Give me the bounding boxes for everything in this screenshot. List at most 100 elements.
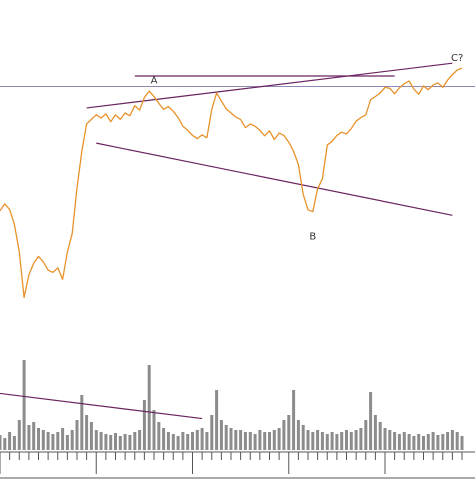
volume-bar [114,433,117,450]
volume-bar [378,422,382,450]
volume-bar [450,430,454,450]
volume-bar [27,425,31,450]
price-line-layer [0,67,463,299]
volume-bar [152,410,156,450]
volume-bar [253,434,257,450]
volume-bar [431,432,435,450]
volume-bar [460,436,464,450]
volume-bar [104,434,108,450]
volume-bar [282,420,286,450]
volume-bar [330,432,334,450]
volume-bar [32,422,36,450]
volume-bar [229,428,233,450]
volume-bar [436,435,440,450]
volume-bar [248,432,252,450]
volume-bar [446,432,450,450]
volume-bar [263,432,267,450]
volume-bar [162,428,166,450]
volume-bar [200,428,204,450]
volume-bar [94,430,98,450]
volume-bar [277,428,281,450]
volume-bar [215,390,219,450]
price-line [0,67,463,299]
volume-bar [41,430,45,450]
volume-bar [56,432,60,450]
volume-bar [325,434,329,450]
volume-bar [455,432,459,450]
volume-bar [157,422,161,450]
volume-bar [397,434,401,450]
volume-bar [176,436,180,450]
volume-bar [85,415,89,450]
volume-bar [128,435,132,450]
volume-bar [219,420,223,450]
volume-bar [12,436,16,450]
volume-bar [191,432,194,450]
volume-bar [345,430,348,450]
volume-bar [99,432,103,450]
reference-lines [0,62,475,420]
volume-bar [46,432,50,450]
volume-bar [37,428,40,450]
volume-bar [89,422,93,450]
volume-bar [166,432,170,450]
volume-bar [147,365,151,450]
volume-bar [65,435,69,450]
volume-bar [426,434,430,450]
volume-bar [80,395,84,450]
volume-bar [70,430,74,450]
volume-bar [224,425,228,450]
volume-bar [3,438,7,450]
volume-bar [243,432,247,450]
volume-bar [373,415,377,450]
volume-bar [138,430,142,450]
volume-bar [292,390,296,450]
volume-bar [123,434,127,450]
volume-bar [402,432,406,450]
volume-bar [349,432,353,450]
annotation-label: A [151,76,158,87]
annotations: A B C? [151,53,464,243]
annotation-label: C? [451,53,463,64]
volume-bar [364,420,368,450]
volume-bar [109,435,113,450]
volume-bar [186,434,190,450]
volume-bar [133,432,137,450]
volume-bar [296,420,300,450]
volume-bar [388,430,392,450]
volume-bar [22,360,26,450]
volume-bar [181,432,185,450]
volume-bar [316,430,320,450]
volume-bar [335,434,339,450]
volume-bar [61,428,65,450]
volume-bar [311,432,315,450]
annotation-label: B [309,231,316,242]
volume-bar [118,436,122,450]
volume-bar [340,432,344,450]
volume-bar [287,415,291,450]
volume-bar [239,430,243,450]
trendline [96,142,453,216]
volume-bar [407,434,411,450]
volume-bar [268,432,271,450]
volume-bar [369,392,373,450]
volume-bar [422,436,425,450]
volume-bar [17,420,21,450]
volume-bar [441,434,445,450]
volume-bar [320,432,324,450]
volume-bar [258,430,262,450]
volume-bar [354,430,358,450]
volume-bar [142,400,146,450]
volume-bar [234,430,238,450]
volume-bar [272,430,276,450]
volume-bar [359,428,363,450]
volume-bar [383,428,387,450]
trendline [0,392,203,420]
volume-bar [75,420,79,450]
volume-bars [0,360,464,450]
volume-bar [412,436,416,450]
volume-bar [205,432,209,450]
time-axis [0,451,475,479]
volume-bar [301,425,305,450]
volume-bar [417,434,421,450]
